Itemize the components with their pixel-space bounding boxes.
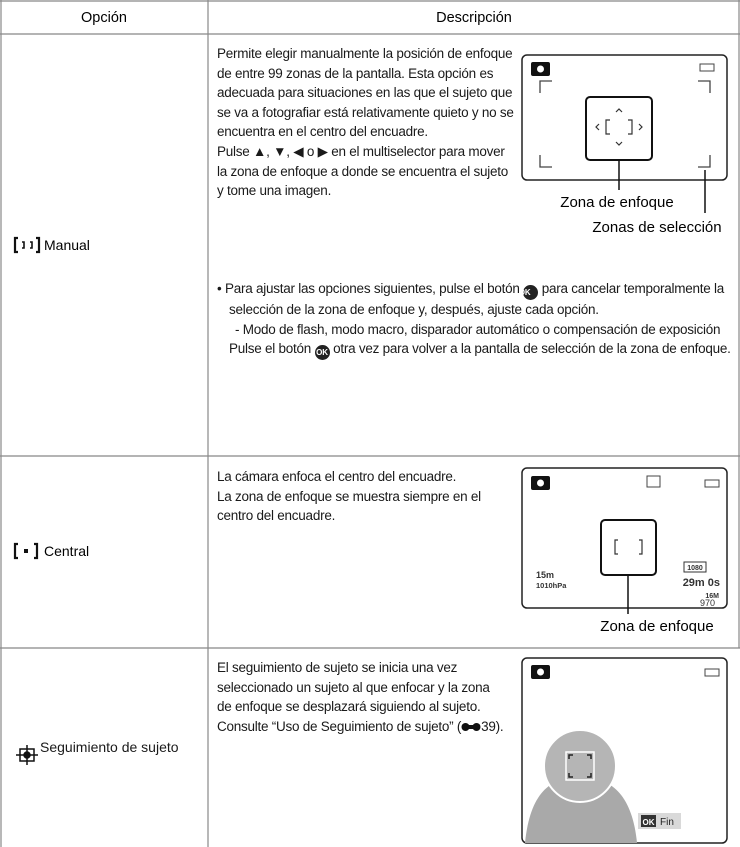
screen-text: 970 <box>700 598 715 608</box>
screen-text: OK <box>643 818 655 827</box>
screen-text: Fin <box>660 817 674 828</box>
text: Pulse el botón <box>229 341 312 357</box>
tracking-icon <box>16 745 38 765</box>
ok-icon: OK <box>314 345 330 361</box>
screen-text: 15m <box>536 570 554 580</box>
paragraph: La zona de enfoque se muestra siempre en… <box>217 488 481 524</box>
screen-text: 16M <box>705 593 719 600</box>
text: 39). <box>481 718 504 734</box>
callout-label: Zona de enfoque <box>560 194 673 211</box>
paragraph: La cámara enfoca el centro del encuadre. <box>217 469 457 484</box>
sub-item: - Modo de flash, modo macro, disparador … <box>235 321 721 337</box>
screen-manual: Zona de enfoque Zonas de selección <box>521 54 728 236</box>
bullet-item: • Para ajustar las opciones siguientes, … <box>217 281 725 317</box>
manual-icon <box>13 236 41 254</box>
option-label: Manual <box>44 237 90 253</box>
closing: Pulse el botón OK otra vez para volver a… <box>217 339 732 361</box>
option-label: Central <box>44 543 89 559</box>
text: Para ajustar las opciones siguientes, pu… <box>224 281 520 296</box>
paragraph: El seguimiento de sujeto se inicia una v… <box>217 660 490 715</box>
ok-icon: OK <box>519 285 539 300</box>
screen-central: 15m 1010hPa 1080 29m 0s 16M 970 Zona de … <box>521 467 728 635</box>
paragraph: Pulse ▲, ▼, ◀ o ▶ en el multiselector pa… <box>217 143 508 199</box>
central-icon <box>13 542 39 560</box>
link-icon <box>461 722 481 731</box>
description: La cámara enfoca el centro del encuadre.… <box>217 467 497 526</box>
header-cell: Opción <box>81 10 127 26</box>
description-notes: • Para ajustar las opciones siguientes, … <box>217 279 732 361</box>
description: El seguimiento de sujeto se inicia una v… <box>217 658 507 736</box>
text: Modo de flash, modo macro, disparador au… <box>242 321 721 337</box>
description: Permite elegir manualmente la posición d… <box>217 44 517 201</box>
reference: Consulte “Uso de Seguimiento de sujeto” … <box>217 717 507 737</box>
callout-label: Zona de enfoque <box>600 618 713 635</box>
screen-text: 1080 <box>687 565 703 572</box>
text: Consulte “Uso de Seguimiento de sujeto” … <box>217 718 462 734</box>
text: para cancelar temporalmente la selección… <box>229 281 725 317</box>
text: otra vez para volver a la pantalla de se… <box>333 341 731 357</box>
screen-tracking: OK Fin <box>521 657 728 844</box>
header-cell: Descripción <box>436 10 512 26</box>
paragraph: Permite elegir manualmente la posición d… <box>217 46 514 140</box>
screen-text: 29m 0s <box>683 577 720 589</box>
screen-text: 1010hPa <box>536 581 567 590</box>
option-label: Seguimiento de sujeto <box>40 739 179 755</box>
callout-label: Zonas de selección <box>592 219 721 236</box>
